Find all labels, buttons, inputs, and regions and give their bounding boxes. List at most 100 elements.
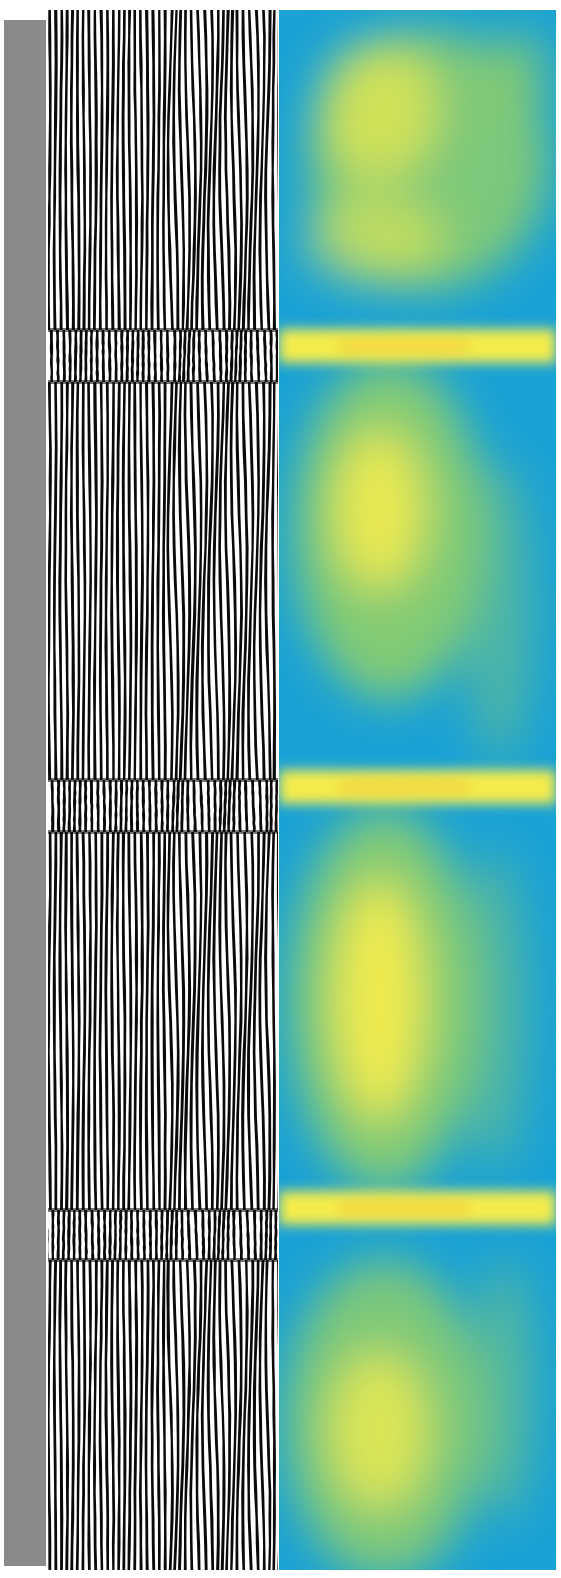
fringe-stripe xyxy=(127,10,132,330)
fringe-stripe xyxy=(64,1260,70,1570)
fringe-stripe xyxy=(116,1260,121,1570)
heat-band-core xyxy=(339,1202,469,1214)
fringe-stripe xyxy=(252,832,260,1210)
fringe-stripe xyxy=(204,330,209,382)
fringe-stripe xyxy=(258,10,266,330)
fringe-stripe xyxy=(199,780,204,832)
fringe-stripe xyxy=(165,1210,169,1260)
fringe-stripe xyxy=(48,1260,52,1570)
fringe-stripe xyxy=(69,10,75,330)
fringe-stripe xyxy=(218,1260,226,1570)
fringe-stripe xyxy=(130,330,135,382)
fringe-stripe xyxy=(218,780,223,832)
fringe-stripe xyxy=(108,780,112,832)
fringe-stripe xyxy=(271,832,276,1210)
fringe-stripe xyxy=(195,382,203,780)
fringe-stripe xyxy=(118,1210,123,1260)
fringe-stripe xyxy=(93,382,98,780)
fringe-stripe xyxy=(197,330,202,382)
fringe-stripe xyxy=(139,10,144,330)
fringe-stripe xyxy=(186,1210,192,1260)
fringe-stripe xyxy=(212,832,220,1210)
fringe-stripe xyxy=(200,382,209,780)
fringe-stripe xyxy=(247,1260,255,1570)
fringe-stripe xyxy=(201,1210,206,1260)
fringe-stripe xyxy=(78,330,83,382)
fringe-break-line xyxy=(48,830,278,834)
fringe-stripe xyxy=(150,1260,156,1570)
fringe-stripe xyxy=(84,1210,88,1260)
fringe-stripe xyxy=(81,1260,87,1570)
fringe-stripe xyxy=(269,330,273,382)
fringe-stripe xyxy=(150,382,156,780)
fringe-stripe xyxy=(177,832,186,1210)
fringe-stripe xyxy=(48,10,52,330)
fringe-break-line xyxy=(48,1258,278,1262)
fringe-stripe xyxy=(166,382,174,780)
fringe-stripe xyxy=(133,832,139,1210)
fringe-stripe xyxy=(138,1260,144,1570)
fringe-stripe xyxy=(247,10,255,330)
fringe-stripe xyxy=(104,10,110,330)
fringe-stripe xyxy=(87,382,92,780)
fringe-stripe xyxy=(58,10,64,330)
fringe-segment xyxy=(48,10,278,330)
fringe-stripe xyxy=(147,780,152,832)
fringe-stripe xyxy=(72,1210,76,1260)
fringe-stripe xyxy=(58,1260,64,1570)
fringe-stripe xyxy=(120,330,124,382)
fringe-stripe xyxy=(62,780,66,832)
fringe-stripe xyxy=(173,330,177,382)
fringe-stripe xyxy=(69,382,75,780)
fringe-stripe xyxy=(52,1260,58,1570)
fringe-stripe xyxy=(141,330,145,382)
fringe-stripe xyxy=(133,10,139,330)
fringe-stripe xyxy=(89,330,94,382)
fringe-pattern xyxy=(48,10,278,1570)
fringe-stripe xyxy=(64,10,69,330)
heat-blob xyxy=(304,195,444,285)
fringe-stripe xyxy=(258,1260,266,1570)
fringe-stripe xyxy=(175,780,181,832)
fringe-stripe xyxy=(229,382,238,780)
fringe-stripe xyxy=(258,832,266,1210)
fringe-stripe xyxy=(275,330,278,382)
fringe-stripe xyxy=(148,1210,152,1260)
fringe-stripe xyxy=(49,330,54,382)
fringe-stripe xyxy=(139,382,144,780)
fringe-stripe xyxy=(81,382,87,780)
fringe-stripe xyxy=(180,1210,185,1260)
fringe-stripe xyxy=(183,832,192,1210)
fringe-stripe xyxy=(229,330,234,382)
fringe-stripe xyxy=(130,1210,134,1260)
fringe-stripe xyxy=(103,1210,107,1260)
fringe-stripe xyxy=(271,1260,276,1570)
fringe-stripe xyxy=(56,1210,61,1260)
fringe-break-line xyxy=(48,778,278,782)
fringe-stripe xyxy=(172,1260,180,1570)
fringe-stripe xyxy=(186,330,192,382)
fringe-stripe xyxy=(189,832,197,1210)
fringe-stripe xyxy=(235,382,243,780)
fringe-stripe xyxy=(178,1260,186,1570)
heat-blob xyxy=(459,850,529,1170)
fringe-stripe xyxy=(153,330,157,382)
fringe-stripe xyxy=(277,10,278,206)
fringe-stripe xyxy=(189,1260,197,1570)
fringe-stripe xyxy=(150,10,156,330)
fringe-stripe xyxy=(268,1210,273,1260)
fringe-stripe xyxy=(70,832,75,1210)
fringe-stripe xyxy=(156,10,161,330)
fringe-segment xyxy=(48,1210,278,1260)
fringe-stripe xyxy=(223,10,232,330)
fringe-stripe xyxy=(89,780,94,832)
fringe-stripe xyxy=(171,780,176,832)
fringe-stripe xyxy=(189,382,197,780)
fringe-stripe xyxy=(142,1210,146,1260)
fringe-stripe xyxy=(212,1260,220,1570)
fringe-stripe xyxy=(48,832,52,1210)
fringe-stripe xyxy=(195,1260,203,1570)
fringe-break-line xyxy=(48,328,278,332)
fringe-stripe xyxy=(183,1260,191,1570)
